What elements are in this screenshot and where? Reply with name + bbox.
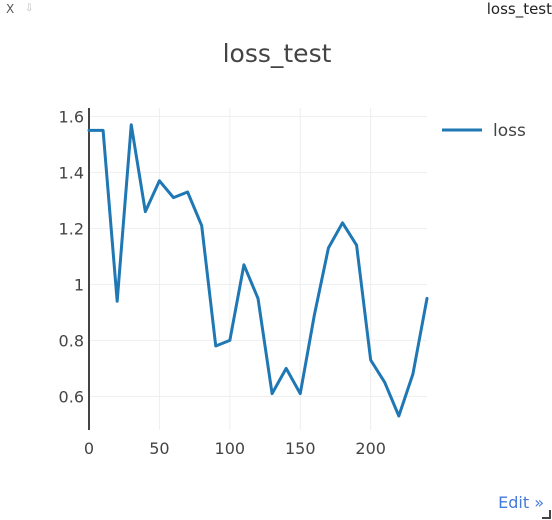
resize-handle-icon[interactable] [542,510,551,519]
y-tick-label: 0.6 [59,387,84,406]
close-button[interactable]: X [6,2,15,16]
y-tick-label: 1 [74,275,84,294]
legend[interactable]: loss [442,121,526,141]
window-title: loss_test [486,0,552,18]
chart-title: loss_test [223,39,332,68]
drag-handle-icon[interactable]: ⇩ [25,3,34,14]
series-layer [87,123,429,418]
x-tick-label: 150 [285,439,316,458]
x-tick-label: 0 [84,439,94,458]
y-tick-label: 1.2 [59,219,84,238]
edit-link[interactable]: Edit » [498,493,544,512]
x-tick-label: 100 [215,439,246,458]
axes: 0 50 100 150 200 0.6 0.8 1 1.2 1.4 1.6 [59,107,386,458]
y-tick-label: 1.6 [59,107,84,126]
x-tick-label: 200 [355,439,386,458]
y-tick-label: 0.8 [59,331,84,350]
grid-lines [89,108,427,430]
x-tick-label: 50 [149,439,169,458]
y-tick-label: 1.4 [59,163,84,182]
legend-label[interactable]: loss [493,121,526,141]
series-line-loss[interactable] [87,123,429,418]
